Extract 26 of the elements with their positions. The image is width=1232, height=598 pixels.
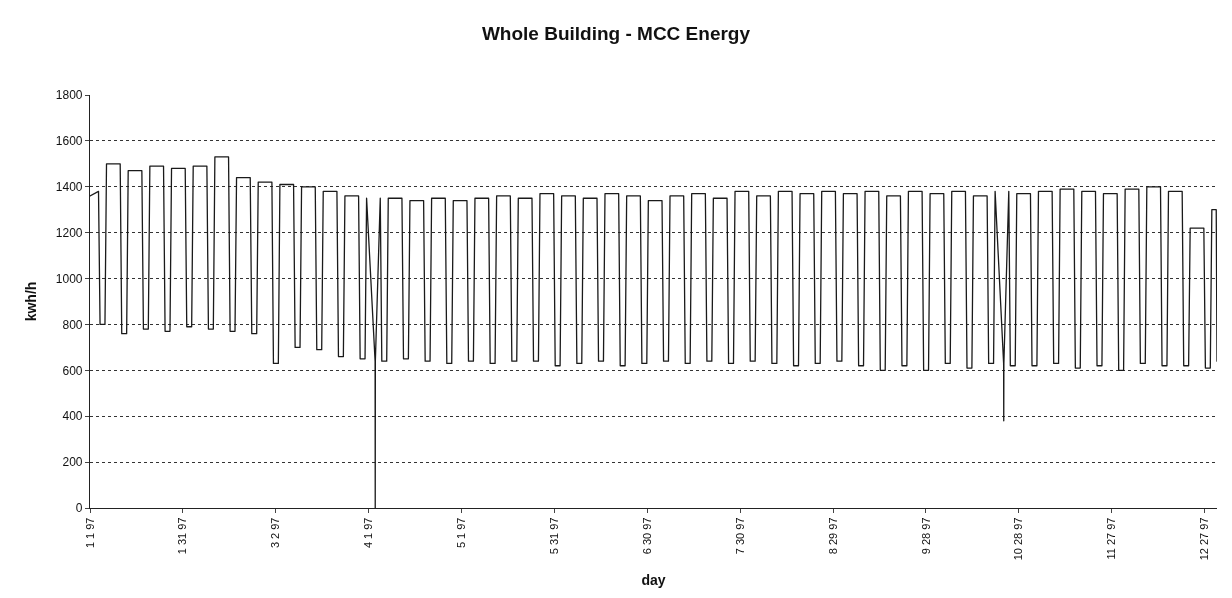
y-tick-label: 0: [75, 501, 83, 516]
x-tick-label: 7 30 97: [733, 517, 746, 555]
y-tick-label: 800: [62, 317, 83, 332]
x-tick-label: 3 2 97: [269, 517, 282, 549]
x-tick-label: 5 31 97: [547, 517, 560, 555]
x-tick-label: 6 30 97: [640, 517, 653, 555]
x-tick-label: 11 27 97: [1105, 517, 1118, 560]
x-tick-label: 10 28 97: [1012, 517, 1025, 561]
x-tick-label: 5 1 97: [455, 517, 468, 549]
x-tick-label: 1 1 97: [83, 517, 96, 549]
y-tick-label: 1400: [55, 179, 83, 194]
y-tick-label: 1600: [55, 134, 83, 149]
y-tick-label: 1000: [55, 271, 83, 286]
x-tick-label: 9 28 97: [919, 517, 932, 555]
y-tick-label: 400: [62, 409, 83, 424]
x-tick-label: 8 29 97: [826, 517, 839, 555]
x-tick-label: 4 1 97: [362, 517, 375, 549]
chart-title: Whole Building - MCC Energy: [481, 23, 751, 45]
y-tick-label: 1800: [55, 88, 83, 103]
y-tick-label: 200: [62, 455, 83, 470]
y-tick-label: 600: [62, 363, 83, 378]
x-tick-label: 12 27 97: [1198, 517, 1211, 561]
y-axis-title: kwh/h: [23, 281, 40, 322]
y-tick-label: 1200: [55, 225, 83, 240]
x-tick-label: 1 31 97: [176, 517, 189, 555]
x-axis-title: day: [641, 571, 666, 588]
